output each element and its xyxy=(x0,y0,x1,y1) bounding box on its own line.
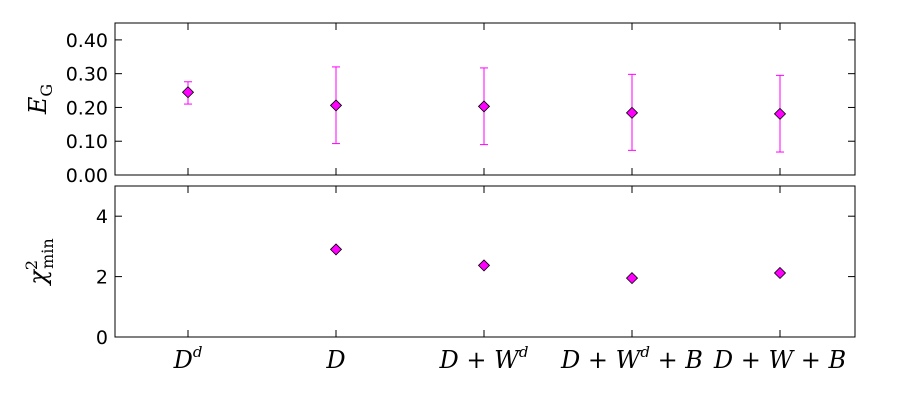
top-panel-eg: 0.00 0.10 0.20 0.30 0.40 EG xyxy=(24,22,856,187)
x-category-base: D + W xyxy=(560,346,643,374)
x-category-base: D xyxy=(325,346,345,374)
y-tick-label: 2 xyxy=(96,267,108,289)
data-point xyxy=(329,99,343,112)
x-category-sup: d xyxy=(519,343,529,361)
y-axis-label-sup: 2 xyxy=(22,260,41,270)
y-axis-label: χ2min xyxy=(22,238,57,286)
y-axis-label-sub: min xyxy=(38,238,57,269)
x-category-label: Dd xyxy=(173,343,203,374)
data-point xyxy=(477,100,491,113)
y-tick-label: 0.30 xyxy=(66,64,108,86)
x-category-base: D xyxy=(173,346,193,374)
data-point xyxy=(773,266,787,280)
data-point xyxy=(181,86,195,99)
x-category-label: D + Wd xyxy=(439,343,529,374)
x-category-label: D + W + B xyxy=(713,346,846,374)
y-tick-label: 0.10 xyxy=(66,131,108,153)
x-category-sup: d xyxy=(193,343,203,361)
y-tick-label: 0.40 xyxy=(66,30,108,52)
y-tick-label: 0.00 xyxy=(66,165,108,187)
x-category-label: D xyxy=(325,346,345,374)
data-point xyxy=(773,107,787,120)
plot-frame xyxy=(114,185,856,338)
x-category-tail: + B xyxy=(650,346,703,374)
data-point xyxy=(625,272,639,285)
data-point xyxy=(477,259,491,272)
y-tick-label: 0 xyxy=(96,327,108,349)
x-category-base: D + W + B xyxy=(713,346,846,374)
x-category-sup: d xyxy=(640,343,650,361)
plot-frame xyxy=(114,22,856,176)
y-axis-label: EG xyxy=(24,84,56,115)
y-axis-label-main: χ xyxy=(24,269,52,287)
y-axis-label-main: E xyxy=(24,96,52,115)
y-axis-label-sub: G xyxy=(37,84,56,97)
y-tick-label: 4 xyxy=(96,206,108,228)
x-category-label: D + Wd + B xyxy=(560,343,703,374)
data-point xyxy=(625,106,639,119)
y-tick-label: 0.20 xyxy=(66,97,108,119)
data-point xyxy=(329,243,343,256)
x-category-base: D + W xyxy=(439,346,522,374)
